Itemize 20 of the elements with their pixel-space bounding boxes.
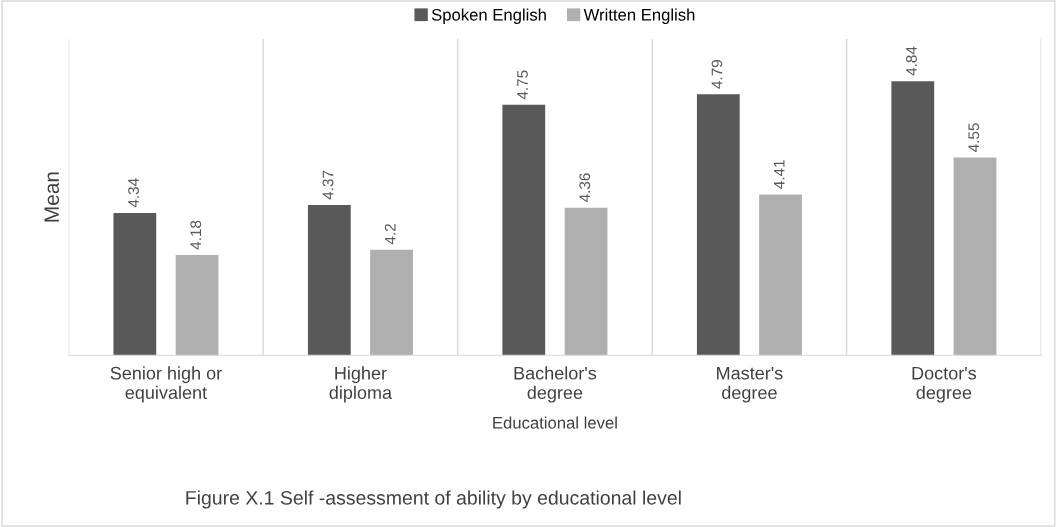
x-tick-label: Senior high or equivalent (110, 366, 222, 403)
data-label: 4.18 (190, 220, 202, 250)
legend-label: Spoken English (431, 8, 546, 24)
data-label: 4.2 (384, 224, 396, 245)
x-tick-label: Bachelor's degree (514, 366, 597, 403)
data-label: 4.75 (517, 70, 528, 100)
data-label: 4.37 (322, 170, 334, 200)
text: Figure X.1 Self -assessment of ability by educational level (186, 490, 681, 509)
legend-label: Written English (583, 8, 695, 24)
data-label: 4.55 (968, 123, 980, 152)
data-label: 4.79 (711, 60, 723, 89)
y-axis-title: Mean (44, 172, 60, 222)
data-label: 4.34 (128, 178, 139, 208)
x-tick-label: Higher diploma (329, 366, 393, 403)
x-tick-label: Master's degree (717, 366, 783, 403)
x-axis-title: Educational level (493, 416, 617, 429)
data-label: 4.41 (773, 160, 785, 189)
data-label: 4.84 (906, 46, 917, 76)
data-label: 4.36 (579, 173, 591, 203)
x-tick-label: Doctor's degree (912, 366, 977, 403)
